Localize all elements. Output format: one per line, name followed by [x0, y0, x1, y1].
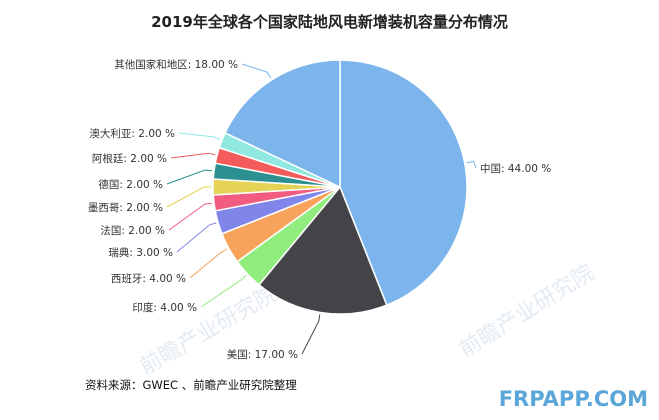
- leader-line-9: [178, 132, 221, 140]
- leader-line-2: [200, 274, 247, 308]
- watermark-text-2: 前瞻产业研究院: [136, 282, 282, 381]
- slice-label-3: 西班牙: 4.00 %: [111, 273, 186, 285]
- slice-label-1: 美国: 17.00 %: [227, 348, 298, 361]
- leader-line-1: [301, 314, 321, 355]
- pie-slice-0: [339, 59, 468, 307]
- pie-slices: [212, 59, 468, 315]
- slice-label-4: 瑞典: 3.00 %: [108, 246, 173, 259]
- slice-label-6: 墨西哥: 2.00 %: [88, 202, 163, 214]
- pie-slice-1: [257, 185, 388, 315]
- leader-line-6: [166, 186, 211, 208]
- leader-line-4: [176, 222, 217, 253]
- source-note: 资料来源：GWEC 、前瞻产业研究院整理: [85, 378, 297, 392]
- slice-label-8: 阿根廷: 2.00 %: [92, 152, 167, 165]
- slice-label-9: 澳大利亚: 2.00 %: [89, 127, 175, 140]
- leader-lines: [166, 63, 477, 355]
- slice-label-5: 法国: 2.00 %: [100, 224, 165, 237]
- slice-label-0: 中国: 44.00 %: [480, 162, 551, 175]
- leader-line-7: [166, 169, 213, 185]
- leader-line-10: [241, 63, 272, 79]
- leader-line-5: [168, 202, 213, 231]
- slice-label-7: 德国: 2.00 %: [98, 178, 163, 191]
- slice-label-2: 印度: 4.00 %: [132, 301, 197, 314]
- slice-labels: 中国: 44.00 % 美国: 17.00 % 印度: 4.00 % 西班牙: 4.0…: [88, 58, 551, 361]
- chart-title: 2019年全球各个国家陆地风电新增装机容量分布情况: [151, 13, 508, 31]
- slice-label-10: 其他国家和地区: 18.00 %: [114, 58, 238, 71]
- watermark-text-1: 前瞻产业研究院: [455, 260, 599, 363]
- leader-line-3: [189, 248, 228, 279]
- pie-slice-10: [224, 59, 341, 189]
- site-watermark: FRPAPP.COM: [499, 387, 648, 411]
- leader-line-0: [466, 160, 477, 169]
- leader-line-8: [170, 152, 216, 159]
